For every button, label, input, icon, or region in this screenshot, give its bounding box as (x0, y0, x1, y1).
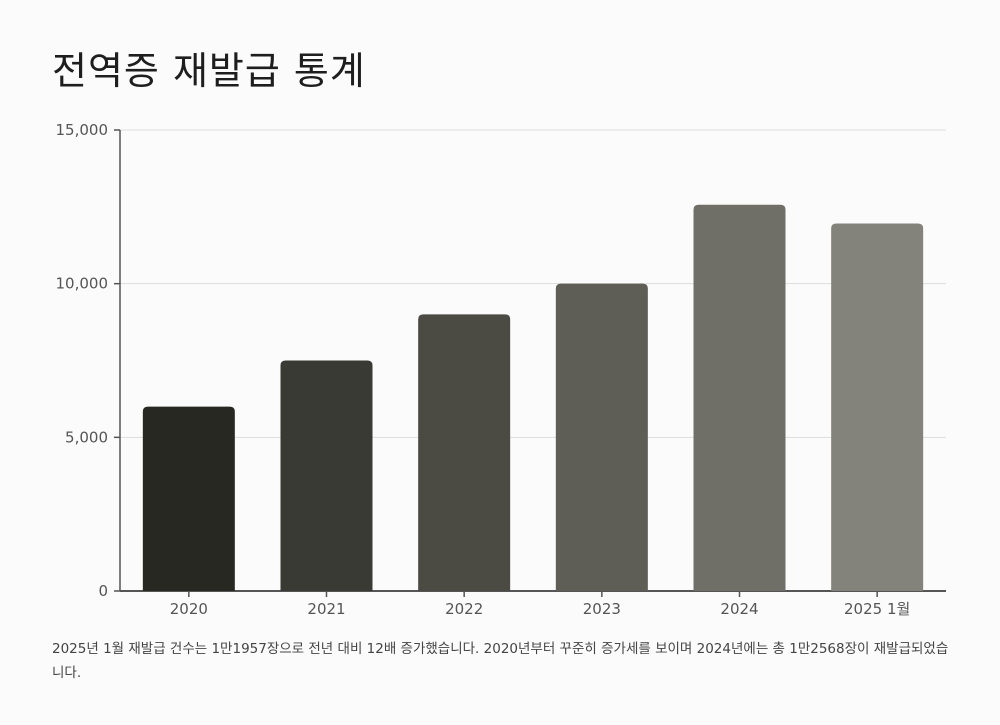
bars (142, 204, 924, 591)
y-tick-label: 10,000 (56, 275, 109, 293)
bar-2024 (693, 204, 786, 591)
y-tick-label: 0 (98, 582, 108, 600)
chart-title: 전역증 재발급 통계 (52, 49, 366, 93)
x-tick-label: 2023 (583, 600, 621, 618)
bar-2022 (418, 314, 511, 591)
y-tick-label: 15,000 (56, 121, 109, 139)
x-tick-label: 2022 (445, 600, 483, 618)
bar-2021 (280, 360, 373, 591)
x-axis: 2020 2021 2022 2023 2024 2025 1월 (120, 590, 946, 618)
gridlines (120, 129, 946, 438)
x-tick-label: 2024 (720, 600, 758, 618)
x-tick-label: 2020 (170, 600, 208, 618)
x-tick-label: 2025 1월 (844, 600, 910, 618)
chart-caption: 2025년 1월 재발급 건수는 1만1957장으로 전년 대비 12배 증가했… (52, 641, 949, 681)
y-axis: 0 5,000 10,000 15,000 (56, 121, 121, 600)
y-tick-label: 5,000 (65, 428, 108, 446)
bar-2025-1월 (831, 223, 924, 591)
bar-2023 (555, 283, 648, 591)
bar-2020 (142, 406, 235, 591)
x-tick-label: 2021 (307, 600, 345, 618)
